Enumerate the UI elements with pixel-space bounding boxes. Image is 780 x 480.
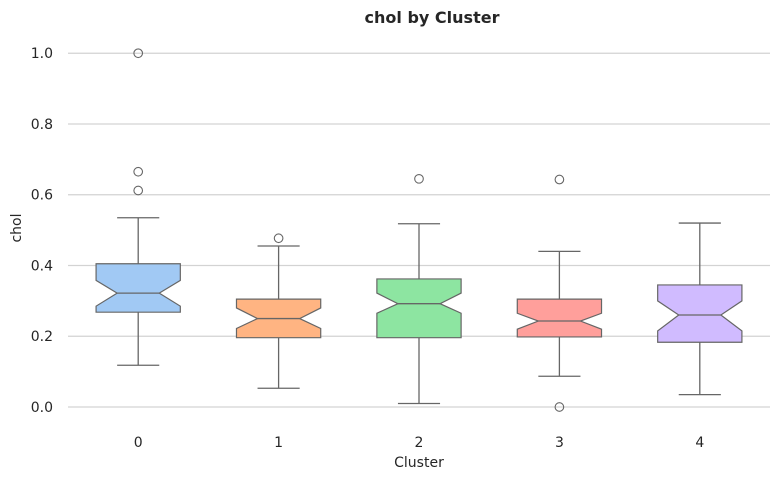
x-tick-label: 4 [695, 435, 704, 451]
outlier-point [133, 48, 144, 59]
y-tick-label: 1.0 [31, 46, 53, 62]
x-tick-label: 1 [274, 435, 283, 451]
y-tick-label: 0.0 [31, 400, 53, 416]
box-0 [95, 48, 181, 366]
x-tick-label: 3 [555, 435, 564, 451]
boxes [95, 48, 743, 412]
box-3 [516, 174, 603, 412]
outlier-point [273, 233, 284, 244]
x-tick-labels: 0 1 2 3 4 [134, 435, 705, 451]
box-1 [235, 233, 322, 389]
box-body [516, 298, 603, 338]
y-tick-labels: 0.0 0.2 0.4 0.6 0.8 1.0 [31, 46, 53, 416]
outlier-point [414, 173, 424, 184]
box-body [376, 278, 462, 339]
chart-title: chol by Cluster [365, 8, 500, 27]
y-tick-label: 0.2 [31, 329, 53, 345]
x-axis-label: Cluster [394, 455, 444, 471]
box-2 [376, 173, 462, 405]
x-tick-label: 2 [415, 435, 424, 451]
box-4 [657, 222, 743, 396]
outlier-point [133, 185, 144, 196]
box-body [657, 284, 743, 343]
x-tick-label: 0 [134, 435, 143, 451]
outlier-point [554, 174, 565, 185]
y-tick-label: 0.4 [31, 258, 53, 274]
y-axis-label: chol [9, 213, 25, 242]
outlier-point [133, 166, 144, 177]
y-tick-label: 0.8 [31, 117, 53, 133]
outlier-point [554, 402, 565, 412]
y-tick-label: 0.6 [31, 188, 53, 204]
box-body [95, 263, 181, 313]
